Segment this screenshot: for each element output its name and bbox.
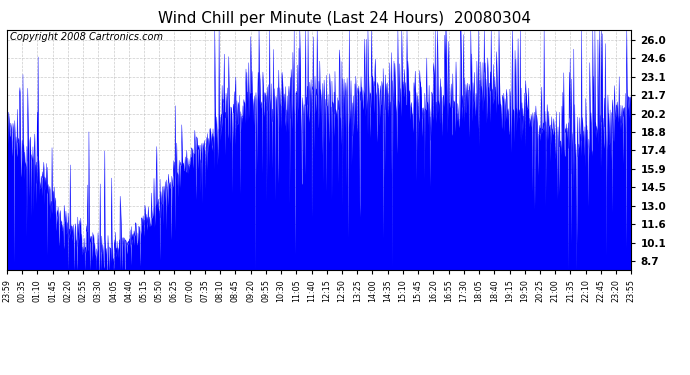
Text: Copyright 2008 Cartronics.com: Copyright 2008 Cartronics.com (10, 32, 163, 42)
Text: Wind Chill per Minute (Last 24 Hours)  20080304: Wind Chill per Minute (Last 24 Hours) 20… (159, 11, 531, 26)
